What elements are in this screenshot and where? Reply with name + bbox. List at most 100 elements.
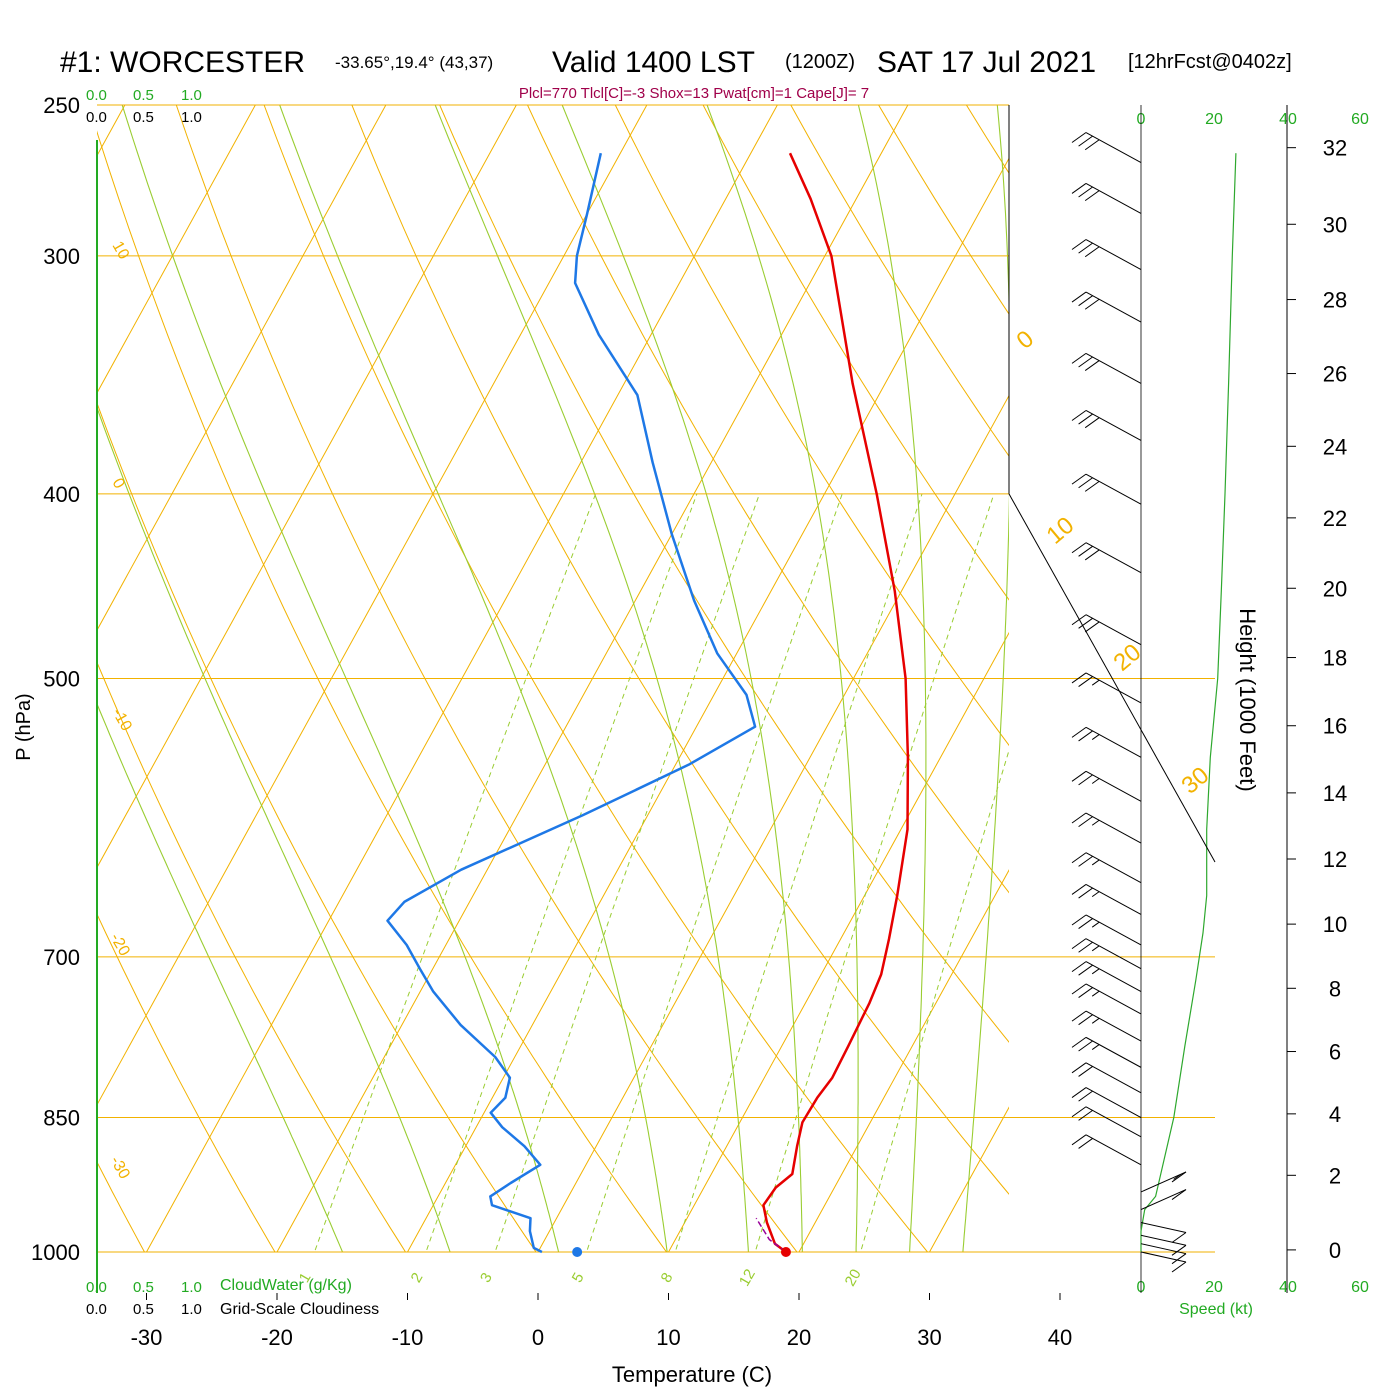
moist-adiabat-line [962,105,1009,1252]
wind-barb-feather [1173,1173,1181,1180]
wind-barb-feather [1078,1040,1093,1052]
wind-barb-staff [1085,914,1142,946]
mixing-ratio-label: 20 [842,1266,865,1289]
wind-barb-feather [1091,945,1100,952]
pressure-tick-label: 850 [43,1106,80,1131]
wind-barb-feather [1071,1087,1087,1098]
mixing-ratio-label: 2 [408,1270,427,1286]
cloud-scale-top: 0.0 0.5 1.0 0.0 0.5 1.0 [86,87,202,126]
wind-barb-feather [1171,1261,1187,1273]
wind-barb-feather [1071,1036,1087,1048]
wind-barb-staff [1085,726,1142,758]
x-tick-label: 40 [1048,1325,1072,1350]
speed-top-tick-3: 60 [1351,111,1369,128]
title-forecast: [12hrFcst@0402z] [1128,51,1292,73]
wind-barb [1140,1171,1187,1193]
isotherm-label-left: -10 [109,706,135,735]
wind-barb-feather [1084,139,1100,151]
wind-barb-staff [1085,410,1142,441]
wind-barb-feather [1078,941,1093,953]
speed-scale-bottom: 0 20 40 60 Speed (kt) [1137,1279,1369,1318]
wind-barb-feather [1078,545,1093,557]
wind-barb-feather [1071,542,1087,554]
cloud-scale-top-green-0: 0.0 [86,87,107,104]
cloud-scale-top-green-2: 1.0 [181,87,202,104]
x-tick-label: -10 [392,1325,424,1350]
isotherm-label-left: -30 [107,1154,133,1183]
height-tick-label: 12 [1323,847,1347,872]
isotherm-label-right: 0 [1012,325,1040,354]
isotherm-line [798,869,1009,1252]
wind-barb-feather [1091,1017,1100,1024]
wind-barb-staff [1085,672,1142,704]
dry-adiabat-line [351,105,1009,1195]
moist-adiabat-line [121,105,560,1252]
moist-adiabat-line [97,702,344,1252]
wind-barb [1071,983,1142,1015]
wind-barb-staff [1085,1106,1142,1138]
wind-barb-feather [1091,891,1100,898]
wind-barb [1071,726,1142,758]
pressure-tick-label: 700 [43,945,80,970]
mixing-ratio-line [425,493,698,1252]
cloud-scale-top-black-2: 1.0 [181,109,202,126]
height-tick-label: 10 [1323,912,1347,937]
speed-top-tick-1: 20 [1205,111,1223,128]
wind-barb [1071,961,1142,993]
wind-barb [1071,1087,1142,1118]
moist-adiabat-line [97,406,451,1252]
grid-lines [97,105,1009,1252]
moist-adiabat-line [706,105,859,1252]
y-axis-title: P (hPa) [13,693,35,760]
wind-barb [1071,614,1142,646]
title-date: SAT 17 Jul 2021 [877,46,1096,79]
wind-panel [1071,105,1237,1293]
height-tick-label: 32 [1323,136,1347,161]
wind-barb [1071,352,1142,384]
height-tick-label: 28 [1323,288,1347,313]
wind-barb-staff [1085,770,1142,802]
wind-barb-feather [1078,1066,1093,1077]
dry-adiabat-line [175,105,798,1252]
wind-barb-feather [1091,778,1100,784]
dry-adiabat-line [97,1161,146,1252]
wind-barb-feather [1071,672,1087,684]
wind-barb-staff [1140,1234,1187,1246]
temperature-profile-line [762,152,910,1254]
surface-dewpoint-dot [572,1247,583,1257]
wind-barb-staff [1085,1036,1142,1068]
x-tick-label: -20 [261,1325,293,1350]
mixing-ratio-label: 5 [569,1270,588,1286]
wind-barb-feather [1078,413,1093,425]
cloud-scale-top-black-0: 0.0 [86,109,107,126]
wind-barb-feather [1091,1044,1100,1050]
wind-barb-feather [1071,1062,1087,1074]
dry-adiabat-line [97,661,407,1252]
wind-barb-feather [1078,135,1093,147]
wind-barb-staff [1085,852,1142,884]
surface-temperature-dot [780,1247,791,1257]
cloud-scale-bottom: 0.0 0.5 1.0 CloudWater (g/Kg) 0.0 0.5 1.… [86,1277,379,1318]
wind-barb-staff [1085,961,1142,993]
mixing-ratio-label: 3 [477,1270,496,1286]
title-valid: Valid 1400 LST [552,46,755,79]
wind-barb-feather [1071,1134,1087,1146]
wind-speed-line [1140,153,1237,1252]
dry-adiabat-line [526,105,1009,894]
wind-barb-feather [1084,246,1100,258]
wind-barb-feather [1091,990,1100,997]
moist-adiabat-line [857,105,927,1252]
wind-barb-staff [1085,983,1142,1015]
moist-adiabat-line [279,105,668,1252]
wind-barb-feather [1078,186,1093,198]
wind-barb [1140,1243,1187,1265]
isotherm-label-left: 0 [109,476,128,492]
dry-adiabat-line [614,105,1009,747]
wind-barb-staff [1085,239,1142,270]
wind-barb-feather [1078,816,1093,828]
wind-barb-feather [1071,983,1087,995]
dry-adiabat-line [97,913,276,1252]
wind-barb-feather [1071,726,1087,738]
chart-axes: -30 -20 -10 0 10 20 30 402503004005007008501000… [31,93,1347,1350]
